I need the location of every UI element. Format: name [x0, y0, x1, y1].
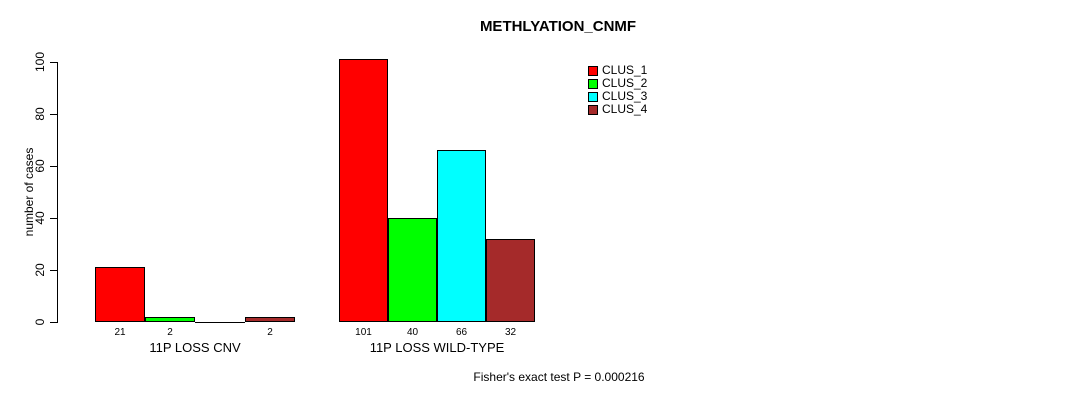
y-axis-line: [57, 62, 58, 323]
y-tick-label: 100: [33, 51, 47, 73]
bar-clus_3-group1: [195, 322, 245, 323]
y-tick-label: 20: [33, 263, 47, 277]
legend-label: CLUS_2: [602, 76, 648, 90]
bar-value-label: 66: [455, 327, 468, 338]
bar-clus_2-group1: [145, 317, 195, 322]
fisher-test-annotation: Fisher's exact test P = 0.000216: [473, 370, 645, 384]
bar-clus_3-group2: [437, 150, 486, 322]
legend-item-clus_4: CLUS_4: [588, 103, 647, 116]
bar-value-label: 32: [504, 327, 517, 338]
bar-clus_4-group1: [245, 317, 295, 322]
legend: CLUS_1 CLUS_2 CLUS_3 CLUS_4: [588, 64, 647, 116]
y-tick: [50, 218, 57, 219]
legend-label: CLUS_3: [602, 89, 648, 103]
bar-value-label: 101: [355, 327, 372, 338]
y-tick-label: 40: [33, 211, 47, 225]
x-group-label-cnv: 11P LOSS CNV: [149, 340, 241, 355]
legend-item-clus_2: CLUS_2: [588, 77, 647, 90]
chart-title: METHLYATION_CNMF: [479, 18, 637, 35]
bar-value-label: 40: [406, 327, 419, 338]
bar-value-label: 2: [267, 327, 273, 338]
bar-clus_4-group2: [486, 239, 535, 322]
y-tick: [50, 166, 57, 167]
legend-swatch-clus_3: [588, 91, 598, 102]
legend-swatch-clus_2: [588, 78, 598, 89]
legend-label: CLUS_1: [602, 63, 648, 77]
bar-value-label: 21: [114, 327, 126, 338]
bar-clus_1-group1: [95, 267, 145, 322]
bar-clus_1-group2: [339, 59, 388, 322]
y-tick-label: 60: [33, 159, 47, 173]
y-tick: [50, 322, 57, 323]
y-tick: [50, 62, 57, 63]
legend-item-clus_3: CLUS_3: [588, 90, 647, 103]
legend-label: CLUS_4: [602, 102, 648, 116]
y-tick-label: 0: [33, 318, 47, 326]
legend-swatch-clus_4: [588, 104, 598, 115]
y-tick: [50, 270, 57, 271]
legend-swatch-clus_1: [588, 65, 598, 76]
legend-item-clus_1: CLUS_1: [588, 64, 647, 77]
x-group-label-wild-type: 11P LOSS WILD-TYPE: [369, 340, 505, 355]
bar-clus_2-group2: [388, 218, 437, 322]
y-tick-label: 80: [33, 107, 47, 121]
bar-value-label: 2: [167, 327, 173, 338]
y-tick: [50, 114, 57, 115]
